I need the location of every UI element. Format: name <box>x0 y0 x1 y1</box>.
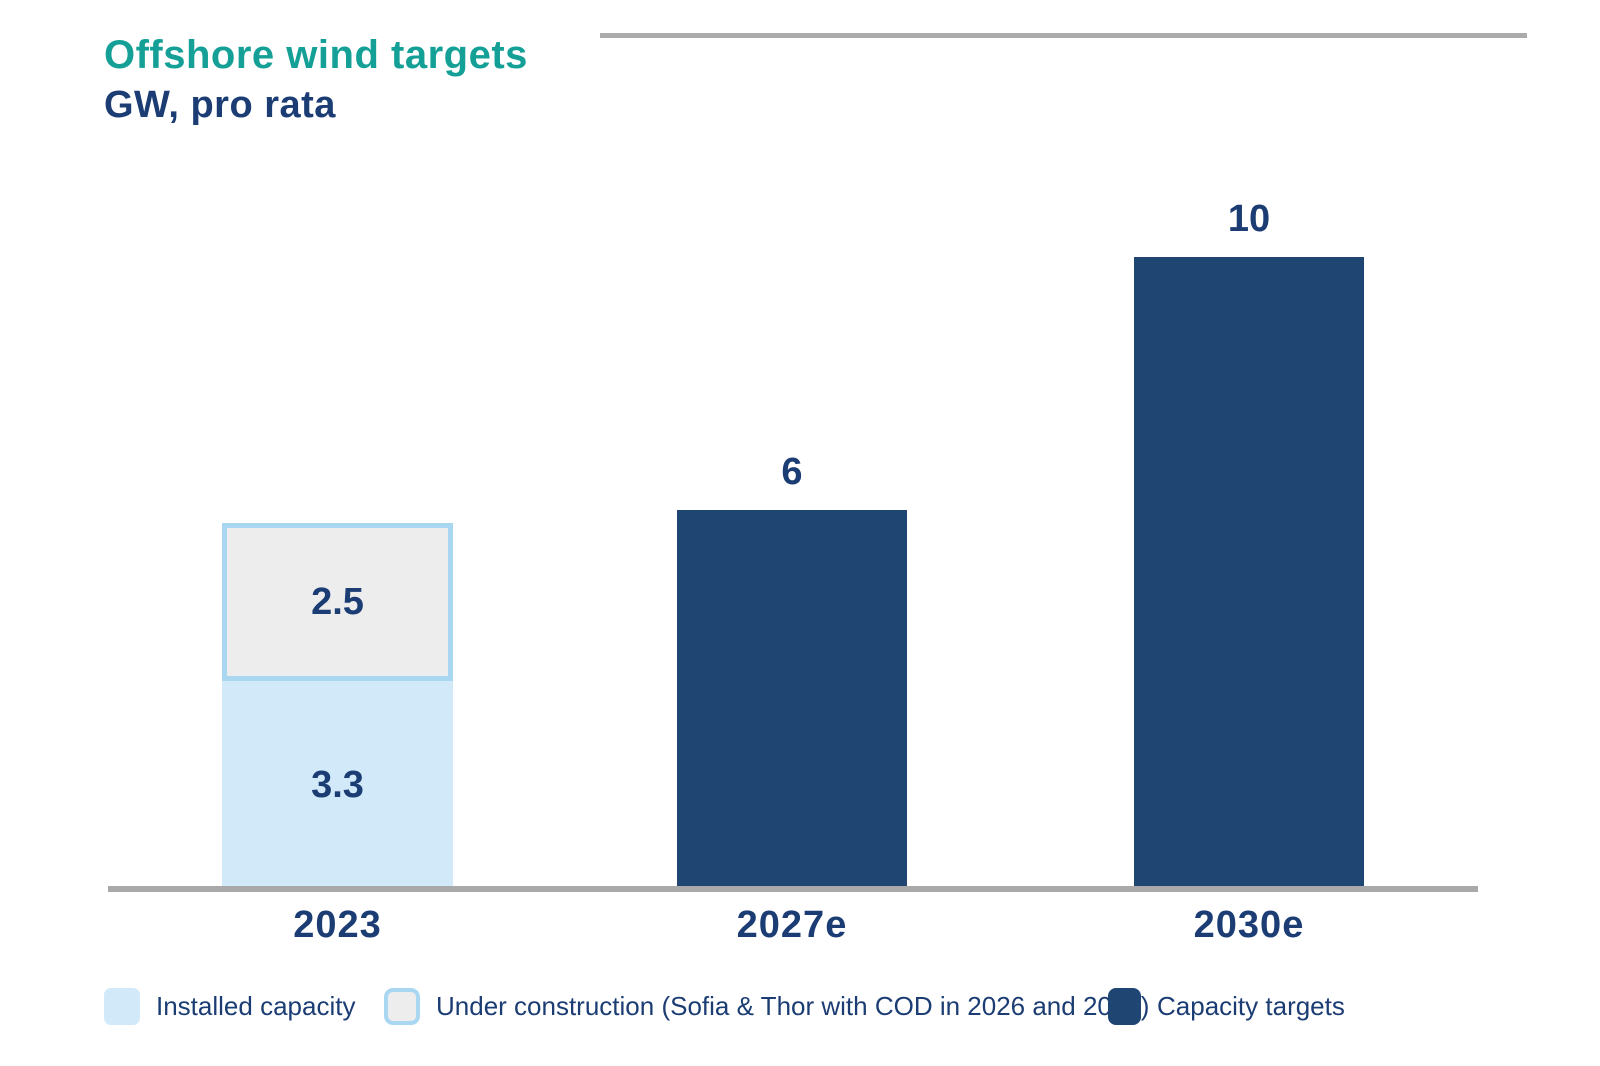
value-label-target-2030: 10 <box>1227 198 1271 240</box>
header-rule <box>600 33 1527 38</box>
segment-under-construction-2023: 2.5 <box>222 523 453 681</box>
legend-item-capacity-targets: Capacity targets <box>1108 984 1345 1028</box>
legend-swatch-under-construction-icon <box>384 987 420 1025</box>
value-label-under-construction-2023: 2.5 <box>311 580 364 623</box>
x-tick-2027: 2027e <box>736 904 848 946</box>
legend-swatch-installed-icon <box>104 987 140 1025</box>
page-subtitle: GW, pro rata <box>104 84 336 126</box>
legend-label-capacity-targets: Capacity targets <box>1157 990 1345 1021</box>
value-label-target-2027: 6 <box>781 451 803 493</box>
x-tick-2023: 2023 <box>293 904 382 946</box>
bar-2027 <box>677 510 907 890</box>
chart-legend: Installed capacity Under construction (S… <box>0 984 1600 1028</box>
chart-header: Offshore wind targets GW, pro rata <box>104 30 528 130</box>
page-title: Offshore wind targets <box>104 33 528 77</box>
bar-group-2030: 10 <box>1134 198 1364 890</box>
value-label-installed-2023: 3.3 <box>311 764 364 806</box>
bar-group-2023: 2.5 3.3 <box>222 523 453 890</box>
bar-group-2027: 6 <box>677 451 907 890</box>
segment-installed-2023: 3.3 <box>222 681 453 890</box>
legend-swatch-capacity-targets-icon <box>1108 987 1141 1025</box>
x-tick-2030: 2030e <box>1193 904 1305 946</box>
legend-item-installed-capacity: Installed capacity <box>104 984 355 1028</box>
legend-item-under-construction: Under construction (Sofia & Thor with CO… <box>384 984 1149 1028</box>
x-axis-line <box>108 886 1478 892</box>
legend-label-installed: Installed capacity <box>156 990 356 1021</box>
legend-label-under-construction: Under construction (Sofia & Thor with CO… <box>436 990 1150 1021</box>
bar-2030 <box>1134 257 1364 890</box>
